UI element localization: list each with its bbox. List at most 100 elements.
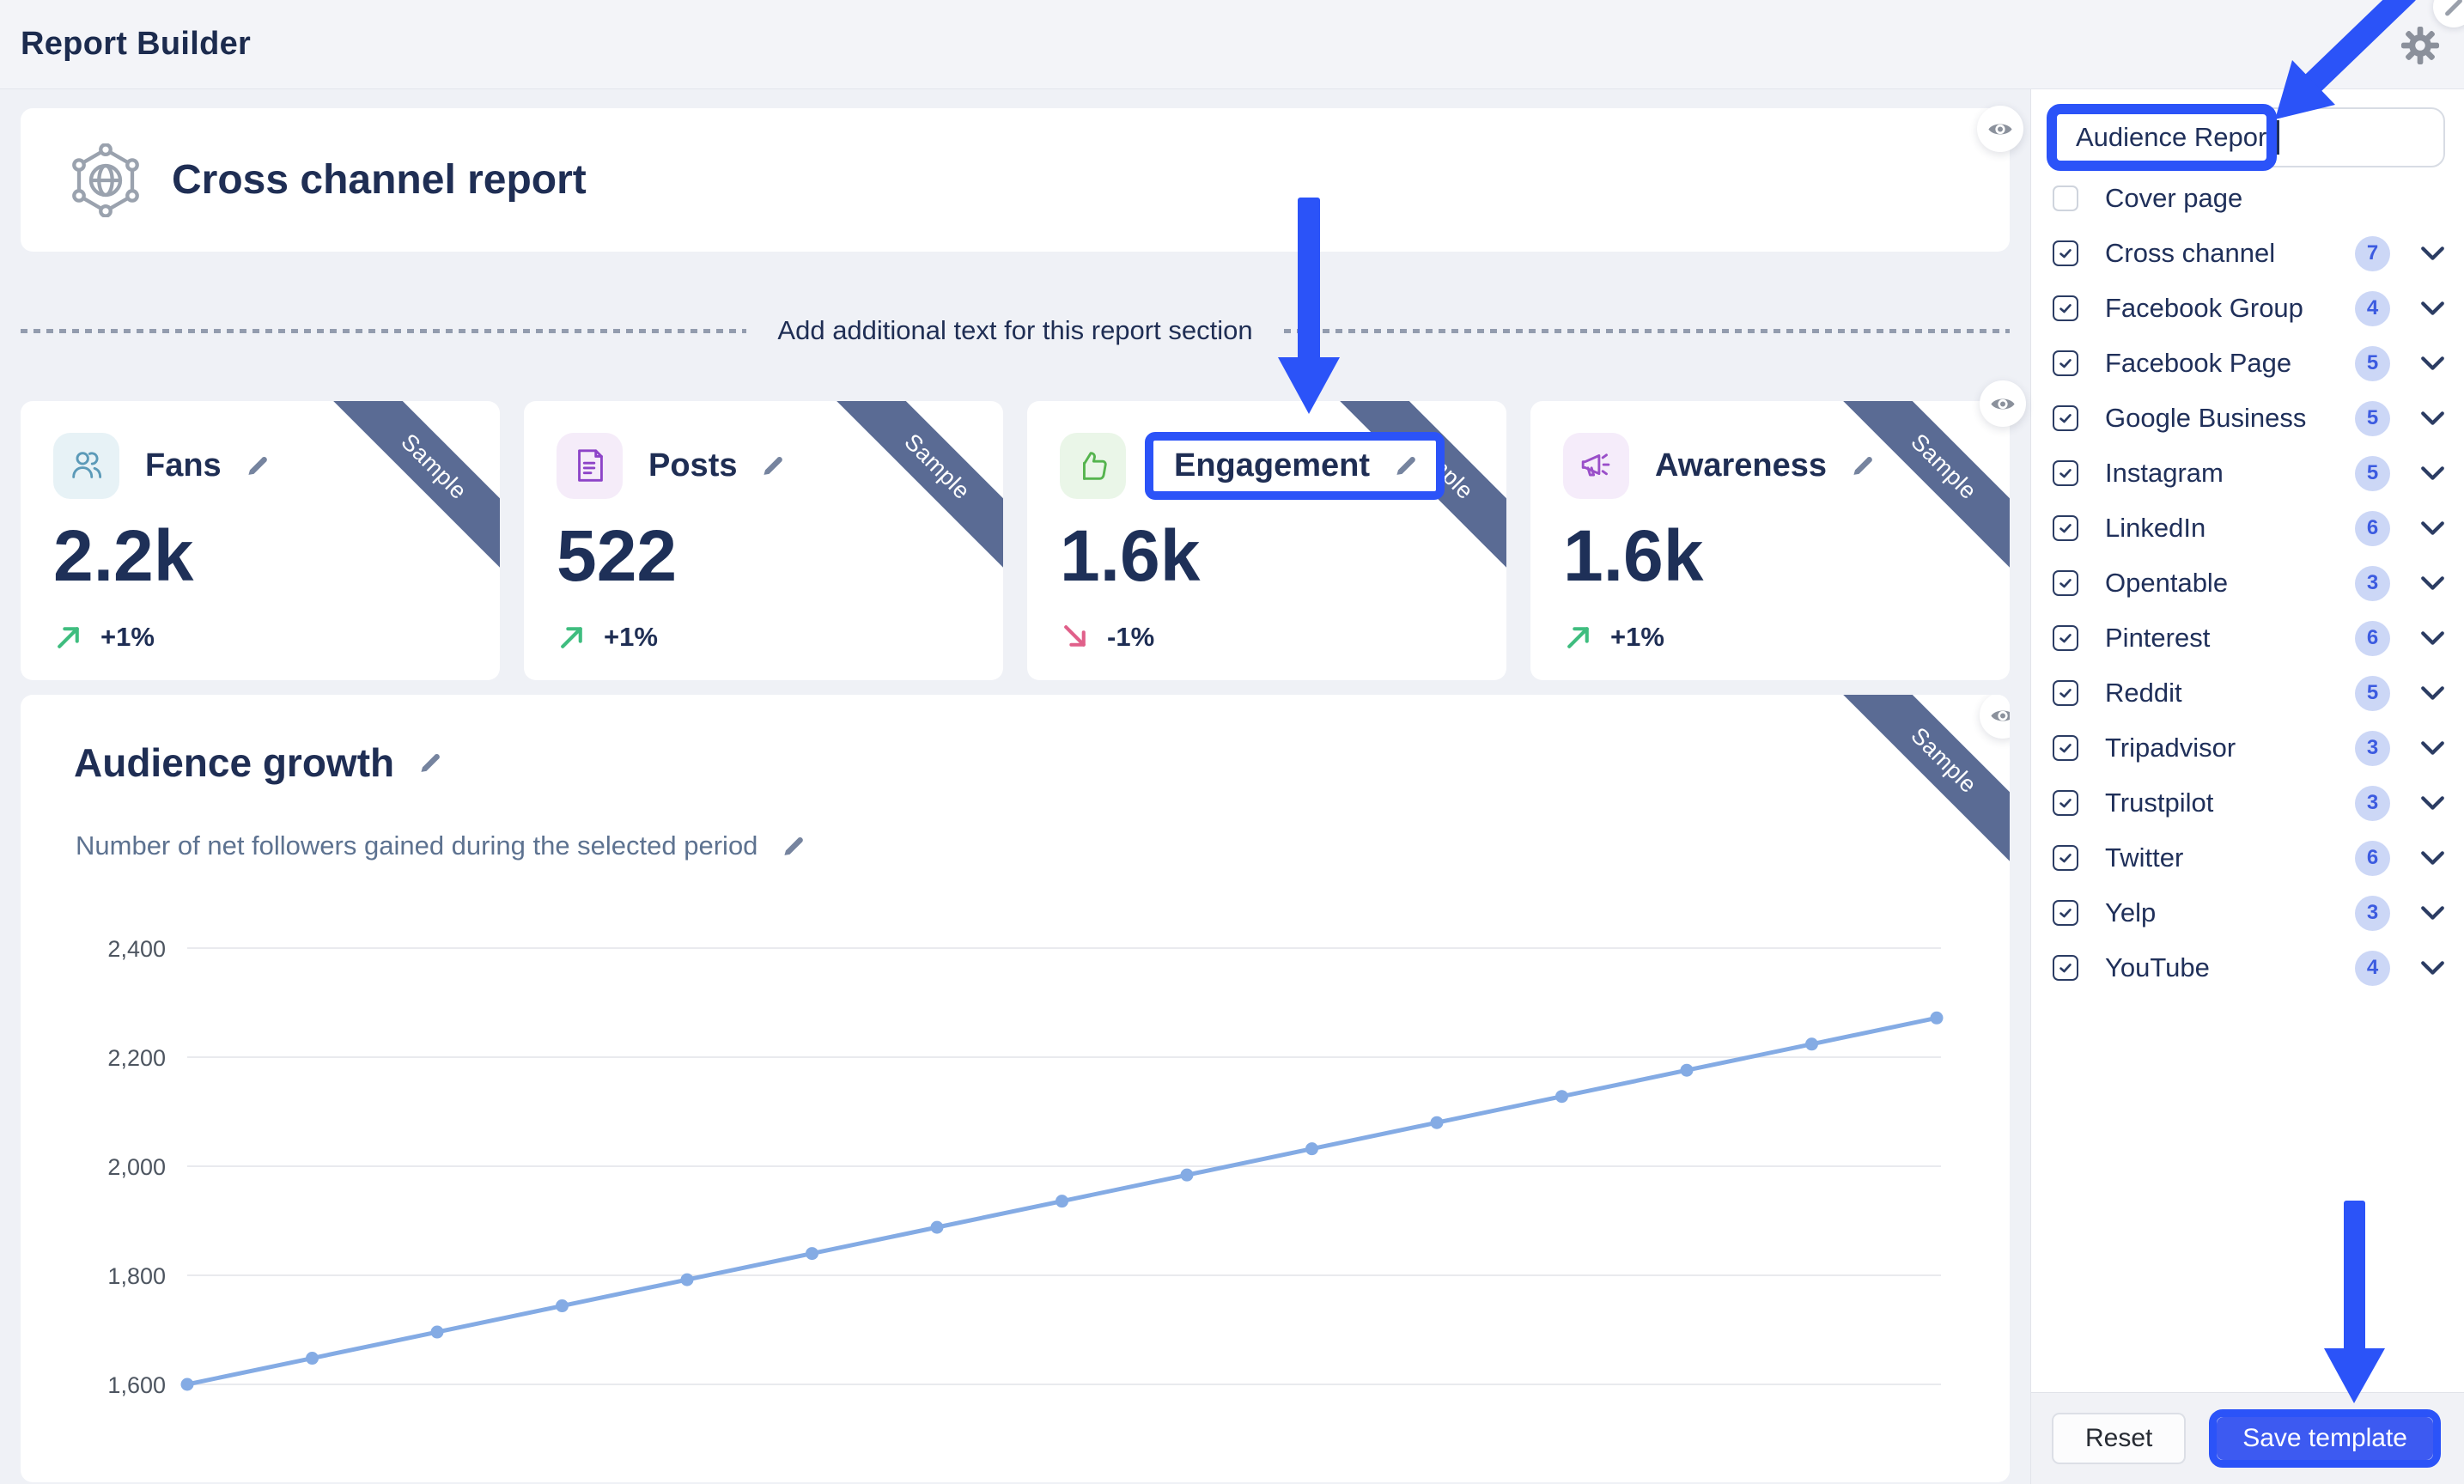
stat-value: 2.2k	[53, 515, 194, 596]
section-count-badge: 7	[2355, 235, 2390, 271]
edit-pencil-icon[interactable]	[780, 833, 806, 860]
section-checkbox[interactable]	[2053, 625, 2078, 651]
sidebar-item[interactable]: Cover page	[2031, 171, 2464, 226]
add-text-divider[interactable]: Add additional text for this report sect…	[21, 312, 2010, 350]
checkmark-icon	[2059, 634, 2072, 643]
report-canvas: Cross channel report Add additional text…	[0, 89, 2030, 1484]
section-checkbox[interactable]	[2053, 405, 2078, 431]
section-checkbox[interactable]	[2053, 295, 2078, 321]
svg-text:1,600: 1,600	[107, 1372, 166, 1398]
settings-gear-icon[interactable]	[2400, 26, 2440, 65]
section-label: Instagram	[2105, 458, 2224, 488]
svg-text:2,400: 2,400	[107, 936, 166, 962]
page-title: Report Builder	[21, 26, 252, 62]
section-checkbox[interactable]	[2053, 515, 2078, 541]
sidebar-item[interactable]: Opentable 3	[2031, 556, 2464, 611]
trend-up-icon	[58, 627, 79, 648]
section-checkbox[interactable]	[2053, 845, 2078, 871]
hide-section-eye-button[interactable]	[1977, 106, 2023, 152]
stats-row: Sample Fans	[21, 380, 2026, 680]
hide-section-eye-button[interactable]	[1980, 380, 2026, 427]
section-checkbox[interactable]	[2053, 460, 2078, 486]
chevron-down-icon[interactable]	[2420, 960, 2445, 976]
document-icon	[557, 432, 623, 499]
svg-text:1,800: 1,800	[107, 1263, 166, 1289]
section-label: Trustpilot	[2105, 788, 2214, 818]
chevron-down-icon[interactable]	[2420, 905, 2445, 921]
section-checkbox[interactable]	[2053, 350, 2078, 376]
sidebar-item[interactable]: Google Business 5	[2031, 391, 2464, 446]
eye-icon	[1991, 710, 2010, 721]
hide-section-eye-button[interactable]	[1980, 695, 2010, 739]
sidebar-item[interactable]: Yelp 3	[2031, 885, 2464, 940]
checkmark-icon	[2059, 579, 2072, 588]
section-checkbox[interactable]	[2053, 186, 2078, 211]
chevron-down-icon[interactable]	[2420, 575, 2445, 591]
text-cursor	[2276, 120, 2279, 155]
section-checkbox[interactable]	[2053, 735, 2078, 761]
section-checkbox[interactable]	[2053, 790, 2078, 816]
section-checkbox[interactable]	[2053, 570, 2078, 596]
section-checkbox[interactable]	[2053, 955, 2078, 981]
annotation-highlight-save: Save template	[2209, 1409, 2441, 1468]
annotation-highlight-engagement: Engagement	[1145, 431, 1445, 500]
stat-card-engagement: Sample Engagement	[1027, 401, 1506, 680]
template-name-value: Audience Report	[2076, 122, 2274, 152]
edit-pencil-icon[interactable]	[1849, 453, 1876, 479]
thumbs-up-icon	[1060, 432, 1126, 499]
chevron-down-icon[interactable]	[2420, 301, 2445, 316]
chevron-down-icon[interactable]	[2420, 246, 2445, 261]
checkmark-icon	[2059, 304, 2072, 313]
template-sidebar: Audience Report Cover page	[2030, 89, 2464, 1484]
checkmark-icon	[2059, 249, 2072, 258]
template-name-input[interactable]: Audience Report	[2050, 107, 2445, 167]
sidebar-item[interactable]: Instagram 5	[2031, 446, 2464, 501]
audience-growth-chart: 2,400 2,200 2,000 1,800 1,600	[107, 936, 1944, 1398]
section-count-badge: 4	[2355, 290, 2390, 326]
section-checkbox[interactable]	[2053, 900, 2078, 926]
users-icon	[53, 432, 119, 499]
section-count-badge: 3	[2355, 565, 2390, 601]
sidebar-item[interactable]: Cross channel 7	[2031, 226, 2464, 281]
section-count-badge: 5	[2355, 345, 2390, 381]
section-label: Cross channel	[2105, 238, 2276, 268]
edit-pencil-icon[interactable]	[1392, 453, 1419, 479]
stat-value: 1.6k	[1563, 515, 1704, 596]
chevron-down-icon[interactable]	[2420, 630, 2445, 646]
chevron-down-icon[interactable]	[2420, 520, 2445, 536]
checkmark-icon	[2059, 964, 2072, 973]
cropped-corner-button[interactable]	[2433, 0, 2464, 27]
trend-value: -1%	[1107, 621, 1155, 652]
chevron-down-icon[interactable]	[2420, 850, 2445, 866]
edit-pencil-icon[interactable]	[417, 750, 443, 776]
edit-pencil-icon[interactable]	[244, 453, 271, 479]
sidebar-item[interactable]: Tripadvisor 3	[2031, 721, 2464, 775]
sidebar-item[interactable]: Twitter 6	[2031, 830, 2464, 885]
add-text-placeholder[interactable]: Add additional text for this report sect…	[777, 315, 1253, 345]
section-checkbox[interactable]	[2053, 240, 2078, 266]
trend-value: +1%	[604, 621, 658, 652]
chevron-down-icon[interactable]	[2420, 465, 2445, 481]
sidebar-item[interactable]: Trustpilot 3	[2031, 775, 2464, 830]
checkmark-icon	[2059, 909, 2072, 918]
sidebar-item[interactable]: Reddit 5	[2031, 666, 2464, 721]
sidebar-item[interactable]: YouTube 4	[2031, 940, 2464, 995]
chevron-down-icon[interactable]	[2420, 795, 2445, 811]
section-label: Tripadvisor	[2105, 733, 2236, 763]
sidebar-item[interactable]: Facebook Group 4	[2031, 281, 2464, 336]
reset-button[interactable]: Reset	[2052, 1413, 2187, 1464]
chevron-down-icon[interactable]	[2420, 356, 2445, 371]
sidebar-item[interactable]: LinkedIn 6	[2031, 501, 2464, 556]
save-template-button[interactable]: Save template	[2217, 1417, 2433, 1460]
section-count-badge: 6	[2355, 620, 2390, 656]
chevron-down-icon[interactable]	[2420, 685, 2445, 701]
chevron-down-icon[interactable]	[2420, 411, 2445, 426]
chevron-down-icon[interactable]	[2420, 740, 2445, 756]
sidebar-item[interactable]: Pinterest 6	[2031, 611, 2464, 666]
svg-text:2,200: 2,200	[107, 1045, 166, 1071]
section-checkbox[interactable]	[2053, 680, 2078, 706]
checkmark-icon	[2059, 359, 2072, 368]
edit-pencil-icon[interactable]	[759, 453, 786, 479]
sidebar-item[interactable]: Facebook Page 5	[2031, 336, 2464, 391]
checkmark-icon	[2059, 469, 2072, 478]
